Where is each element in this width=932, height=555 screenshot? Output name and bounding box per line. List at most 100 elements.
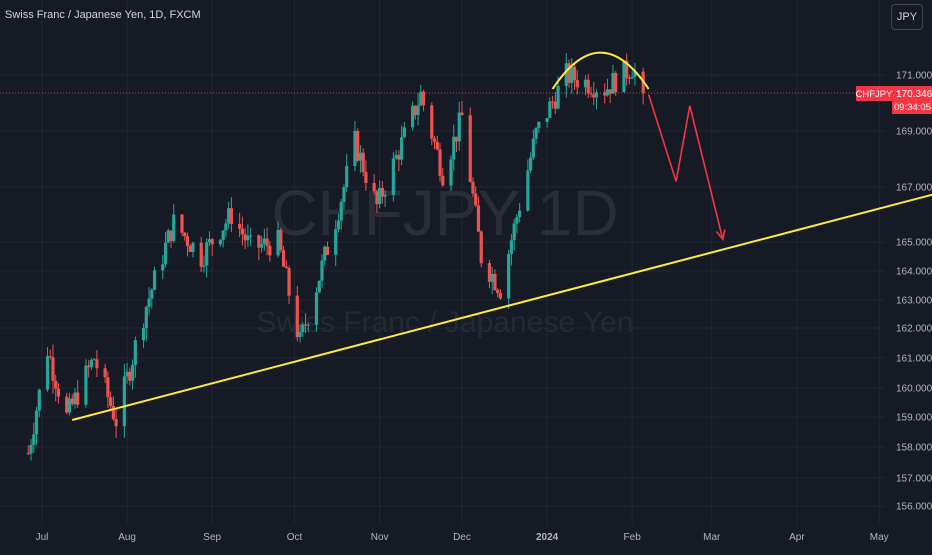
y-tick-label: 159.000 bbox=[896, 413, 932, 424]
candle-body bbox=[583, 79, 588, 88]
candle-body bbox=[37, 389, 41, 411]
candle-body bbox=[441, 175, 445, 186]
candle-body bbox=[287, 268, 291, 296]
currency-button[interactable]: JPY bbox=[891, 4, 923, 30]
candle-body bbox=[592, 94, 596, 98]
candle-body bbox=[364, 171, 368, 183]
chart-title: Swiss Franc / Japanese Yen, 1D, FXCM bbox=[5, 9, 201, 21]
candle-body bbox=[317, 280, 321, 293]
candle-body bbox=[358, 152, 363, 161]
candle-body bbox=[339, 201, 343, 221]
candle-body bbox=[199, 242, 203, 267]
candle-body bbox=[51, 357, 55, 381]
candle-body bbox=[496, 290, 500, 294]
candle-body bbox=[493, 273, 497, 291]
x-tick-label: 2024 bbox=[536, 532, 559, 543]
candle-body bbox=[70, 398, 74, 405]
candle-body bbox=[295, 295, 299, 338]
candle-body bbox=[611, 72, 615, 94]
candle-body bbox=[73, 392, 77, 405]
candle-body bbox=[84, 365, 88, 405]
y-tick-label: 165.000 bbox=[896, 238, 932, 249]
candle-body bbox=[281, 250, 286, 267]
candle-body bbox=[260, 244, 264, 248]
candle-body bbox=[95, 359, 99, 369]
y-tick-label: 169.000 bbox=[896, 127, 932, 138]
top-arc bbox=[551, 51, 650, 90]
candle-body bbox=[218, 239, 223, 245]
x-tick-label: Mar bbox=[703, 532, 721, 543]
candle-body bbox=[298, 331, 302, 338]
candle-body bbox=[372, 182, 376, 192]
candle-body bbox=[32, 434, 36, 445]
candle-body bbox=[589, 93, 593, 95]
candle-body bbox=[605, 89, 610, 96]
candle-body bbox=[54, 380, 58, 389]
candle-body bbox=[45, 356, 50, 390]
x-tick-label: Sep bbox=[203, 532, 221, 543]
symbol-label-box bbox=[856, 86, 892, 101]
candle-body bbox=[380, 187, 384, 197]
candle-body bbox=[614, 72, 618, 93]
x-tick-label: Aug bbox=[118, 532, 136, 543]
candle-body bbox=[183, 232, 187, 237]
candle-body bbox=[89, 359, 94, 368]
candle-body bbox=[202, 265, 206, 267]
candle-body bbox=[633, 71, 637, 77]
candle-body bbox=[397, 154, 401, 160]
candle-body bbox=[268, 245, 272, 256]
candle-body bbox=[161, 264, 165, 271]
x-tick-label: Feb bbox=[624, 532, 642, 543]
candle-body bbox=[336, 220, 341, 230]
candle-body bbox=[169, 230, 173, 242]
candle-body bbox=[92, 359, 96, 361]
y-tick-label: 167.000 bbox=[896, 183, 932, 194]
candle-body bbox=[56, 388, 61, 397]
candle-body bbox=[567, 63, 571, 83]
candle-body bbox=[172, 214, 176, 242]
countdown-label: 09:34:05 bbox=[894, 102, 931, 113]
price-label: 170.346 bbox=[896, 89, 932, 100]
candle-body bbox=[243, 234, 247, 241]
candle-body bbox=[48, 356, 52, 358]
candle-body bbox=[320, 260, 324, 281]
candle-body bbox=[114, 419, 118, 427]
candle-body bbox=[487, 263, 492, 282]
y-tick-label: 156.000 bbox=[896, 502, 932, 513]
candle-body bbox=[410, 105, 415, 128]
candle-body bbox=[531, 138, 535, 158]
symbol-label: CHFJPY bbox=[856, 89, 894, 100]
candle-body bbox=[394, 154, 398, 159]
candle-body bbox=[361, 152, 365, 172]
candle-body bbox=[306, 324, 310, 326]
candle-body bbox=[594, 92, 599, 98]
candle-body bbox=[378, 187, 382, 205]
candle-body bbox=[323, 246, 327, 261]
price-axis: 171.000 169.000 167.000 165.000 164.000 163.0… bbox=[896, 71, 932, 513]
y-tick-label: 157.000 bbox=[896, 474, 932, 485]
candle-body bbox=[152, 270, 157, 290]
candle-body bbox=[449, 159, 453, 186]
x-tick-label: Jul bbox=[36, 532, 49, 543]
candle-body bbox=[345, 166, 349, 188]
candle-body bbox=[26, 453, 30, 455]
candle-body bbox=[413, 105, 417, 116]
candle-body bbox=[141, 327, 146, 341]
candle-body bbox=[399, 137, 404, 160]
candle-body bbox=[87, 365, 91, 368]
candle-body bbox=[572, 66, 577, 81]
candle-body bbox=[185, 236, 190, 247]
candle-body bbox=[191, 242, 195, 253]
candle-body bbox=[498, 293, 503, 299]
candle-body bbox=[421, 91, 426, 106]
candle-body bbox=[509, 240, 513, 254]
drawings bbox=[71, 51, 932, 421]
candle-body bbox=[29, 444, 33, 454]
x-tick-label: Apr bbox=[789, 532, 805, 543]
projection-path bbox=[647, 94, 724, 240]
candle-body bbox=[125, 371, 129, 377]
candle-body bbox=[375, 191, 379, 205]
candle-body bbox=[301, 324, 305, 332]
